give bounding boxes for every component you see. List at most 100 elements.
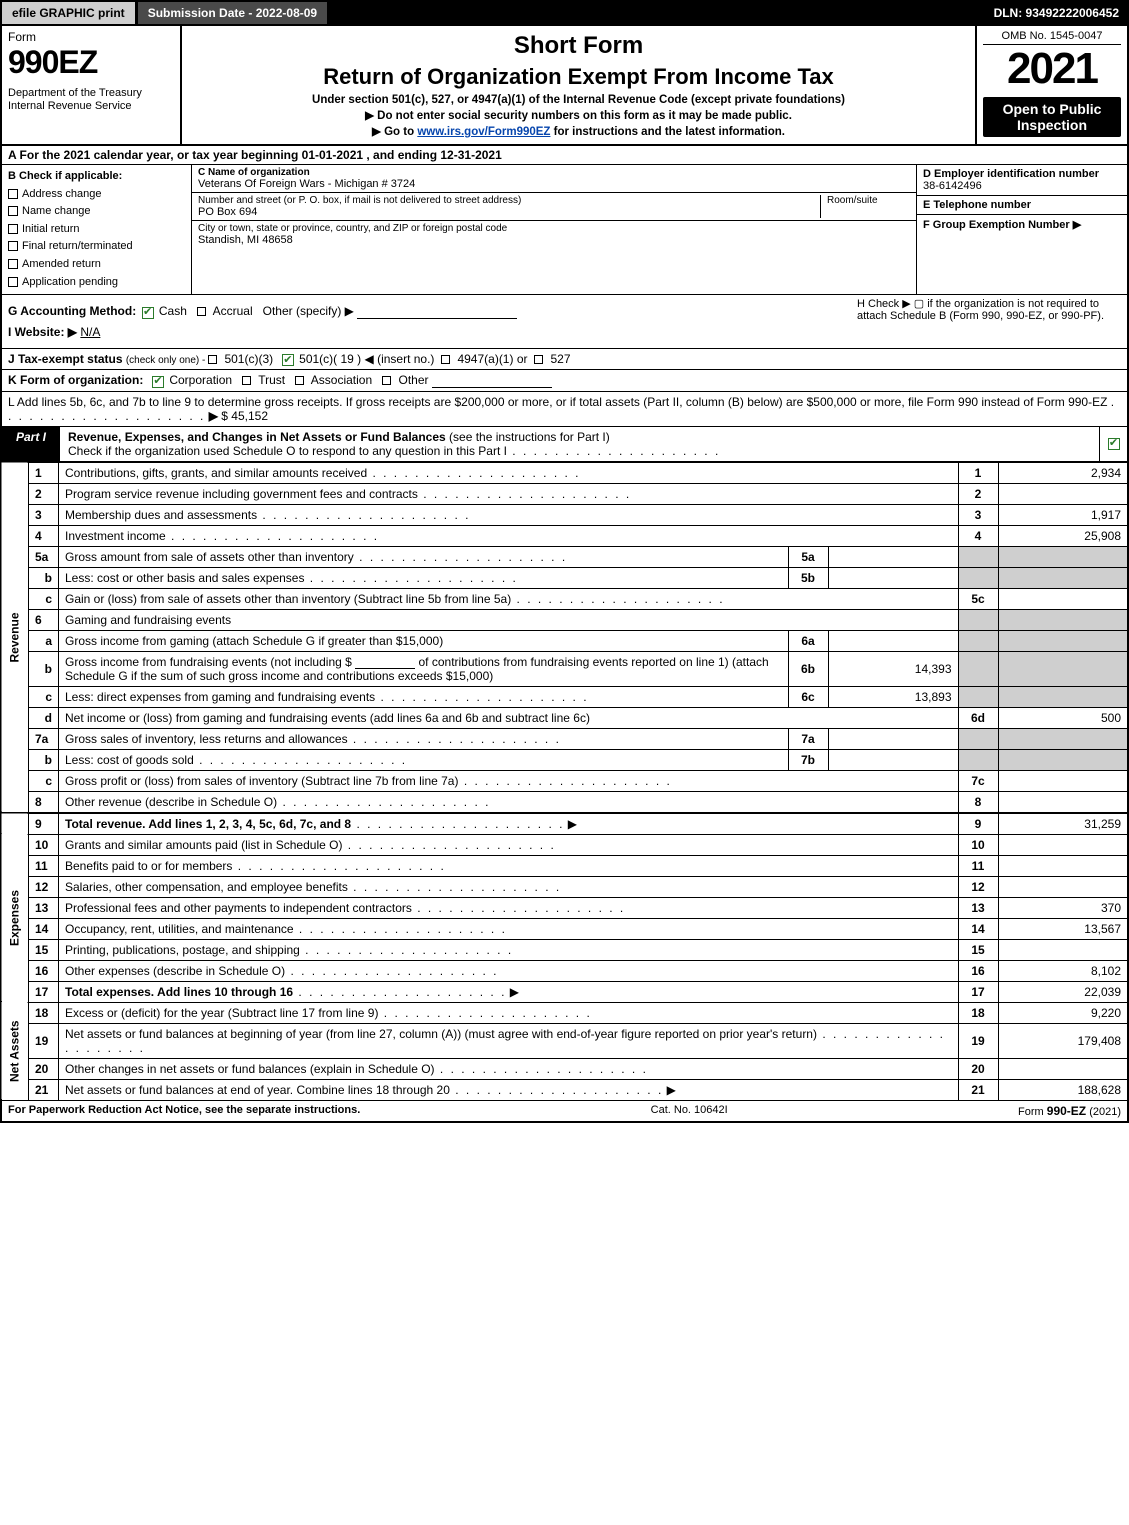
l18-desc: Excess or (deficit) for the year (Subtra… <box>59 1002 959 1023</box>
l5a-code-shade <box>958 546 998 567</box>
table-row: Net Assets 18 Excess or (deficit) for th… <box>1 1002 1128 1023</box>
table-row: b Less: cost or other basis and sales ex… <box>1 567 1128 588</box>
schedule-o-checked-icon: ✔ <box>1108 438 1120 450</box>
l6-desc: Gaming and fundraising events <box>59 609 959 630</box>
form-word: Form <box>8 30 174 44</box>
l14-desc: Occupancy, rent, utilities, and maintena… <box>59 918 959 939</box>
l3-code: 3 <box>958 504 998 525</box>
cb-application-pending: Application pending <box>8 274 185 292</box>
l7b-desc: Less: cost of goods sold <box>59 749 789 770</box>
footer-right: Form 990-EZ (2021) <box>1018 1104 1121 1118</box>
l15-val <box>998 939 1128 960</box>
phone-row: E Telephone number <box>917 196 1127 215</box>
l10-num: 10 <box>29 834 59 855</box>
sub3-pre: ▶ Go to <box>372 126 417 138</box>
sub-title-2: ▶ Do not enter social security numbers o… <box>190 108 967 122</box>
l7a-code-shade <box>958 728 998 749</box>
l6b-blank <box>355 657 415 669</box>
org-city-label: City or town, state or province, country… <box>198 223 910 234</box>
j-501c-checked-icon: ✔ <box>282 354 294 366</box>
l7a-mc: 7a <box>788 728 828 749</box>
k-other-cb <box>382 376 391 385</box>
table-row: 15 Printing, publications, postage, and … <box>1 939 1128 960</box>
line-l: L Add lines 5b, 6c, and 7b to line 9 to … <box>0 392 1129 427</box>
g-cash: Cash <box>159 304 187 318</box>
part-1-check-line: Check if the organization used Schedule … <box>68 444 507 458</box>
k-label: K Form of organization: <box>8 373 143 387</box>
table-row: 8 Other revenue (describe in Schedule O)… <box>1 791 1128 813</box>
header-right: OMB No. 1545-0047 2021 Open to Public In… <box>977 26 1127 144</box>
line-h: H Check ▶ ▢ if the organization is not r… <box>857 297 1117 322</box>
l6d-desc: Net income or (loss) from gaming and fun… <box>59 707 959 728</box>
org-addr-value: PO Box 694 <box>198 206 808 218</box>
l20-code: 20 <box>958 1058 998 1079</box>
table-row: 17 Total expenses. Add lines 10 through … <box>1 981 1128 1002</box>
table-row: 14 Occupancy, rent, utilities, and maint… <box>1 918 1128 939</box>
l5b-desc: Less: cost or other basis and sales expe… <box>59 567 789 588</box>
k-o2: Trust <box>258 373 285 387</box>
l6c-code-shade <box>958 686 998 707</box>
irs-link[interactable]: www.irs.gov/Form990EZ <box>417 126 550 138</box>
g-other-blank <box>357 307 517 319</box>
l6b-num: b <box>29 651 59 686</box>
l1-num: 1 <box>29 462 59 483</box>
table-row: 9 Total revenue. Add lines 1, 2, 3, 4, 5… <box>1 813 1128 835</box>
l21-desc: Net assets or fund balances at end of ye… <box>59 1079 959 1100</box>
l6b-d1: Gross income from fundraising events (no… <box>65 655 352 669</box>
table-row: 4 Investment income 4 25,908 <box>1 525 1128 546</box>
l10-val <box>998 834 1128 855</box>
header-left: Form 990EZ Department of the Treasury In… <box>2 26 182 144</box>
l5b-code-shade <box>958 567 998 588</box>
l18-num: 18 <box>29 1002 59 1023</box>
group-exemption-row: F Group Exemption Number ▶ <box>917 215 1127 234</box>
ein-value: 38-6142496 <box>923 180 1121 192</box>
k-o4: Other <box>399 373 429 387</box>
l9-desc: Total revenue. Add lines 1, 2, 3, 4, 5c,… <box>59 813 959 835</box>
l6a-val-shade <box>998 630 1128 651</box>
submission-date: Submission Date - 2022-08-09 <box>138 2 330 24</box>
j-o1: 501(c)(3) <box>224 352 273 366</box>
l6a-num: a <box>29 630 59 651</box>
l16-code: 16 <box>958 960 998 981</box>
part-1-tab: Part I <box>2 427 60 461</box>
l9-num: 9 <box>29 813 59 835</box>
footer-left: For Paperwork Reduction Act Notice, see … <box>8 1104 360 1118</box>
table-row: 5a Gross amount from sale of assets othe… <box>1 546 1128 567</box>
org-city-row: City or town, state or province, country… <box>192 221 916 248</box>
l6-code-shade <box>958 609 998 630</box>
part-1-title-rest: (see the instructions for Part I) <box>446 430 610 444</box>
org-city-value: Standish, MI 48658 <box>198 234 910 246</box>
l5b-mv <box>828 567 958 588</box>
open-to-public-badge: Open to Public Inspection <box>983 97 1121 137</box>
j-527-cb <box>534 355 543 364</box>
l2-val <box>998 483 1128 504</box>
l5a-desc: Gross amount from sale of assets other t… <box>59 546 789 567</box>
table-row: Revenue 1 Contributions, gifts, grants, … <box>1 462 1128 483</box>
l7a-mv <box>828 728 958 749</box>
sub3-post: for instructions and the latest informat… <box>550 126 785 138</box>
l6-val-shade <box>998 609 1128 630</box>
l5a-val-shade <box>998 546 1128 567</box>
l9-val: 31,259 <box>998 813 1128 835</box>
dln-label: DLN: 93492222006452 <box>986 2 1127 24</box>
group-exemption-label: F Group Exemption Number ▶ <box>923 219 1081 231</box>
l11-num: 11 <box>29 855 59 876</box>
table-row: 21 Net assets or fund balances at end of… <box>1 1079 1128 1100</box>
l6b-mv: 14,393 <box>828 651 958 686</box>
l7b-code-shade <box>958 749 998 770</box>
l2-code: 2 <box>958 483 998 504</box>
l7c-code: 7c <box>958 770 998 791</box>
topbar-spacer <box>330 2 985 24</box>
l4-desc: Investment income <box>59 525 959 546</box>
k-o1: Corporation <box>169 373 232 387</box>
omb-number: OMB No. 1545-0047 <box>983 30 1121 45</box>
l6c-desc: Less: direct expenses from gaming and fu… <box>59 686 789 707</box>
i-value: N/A <box>80 325 100 339</box>
table-row: 11 Benefits paid to or for members 11 <box>1 855 1128 876</box>
l4-val: 25,908 <box>998 525 1128 546</box>
l16-val: 8,102 <box>998 960 1128 981</box>
l4-num: 4 <box>29 525 59 546</box>
l7b-val-shade <box>998 749 1128 770</box>
l-arrow: ▶ <box>209 409 218 423</box>
table-row: a Gross income from gaming (attach Sched… <box>1 630 1128 651</box>
